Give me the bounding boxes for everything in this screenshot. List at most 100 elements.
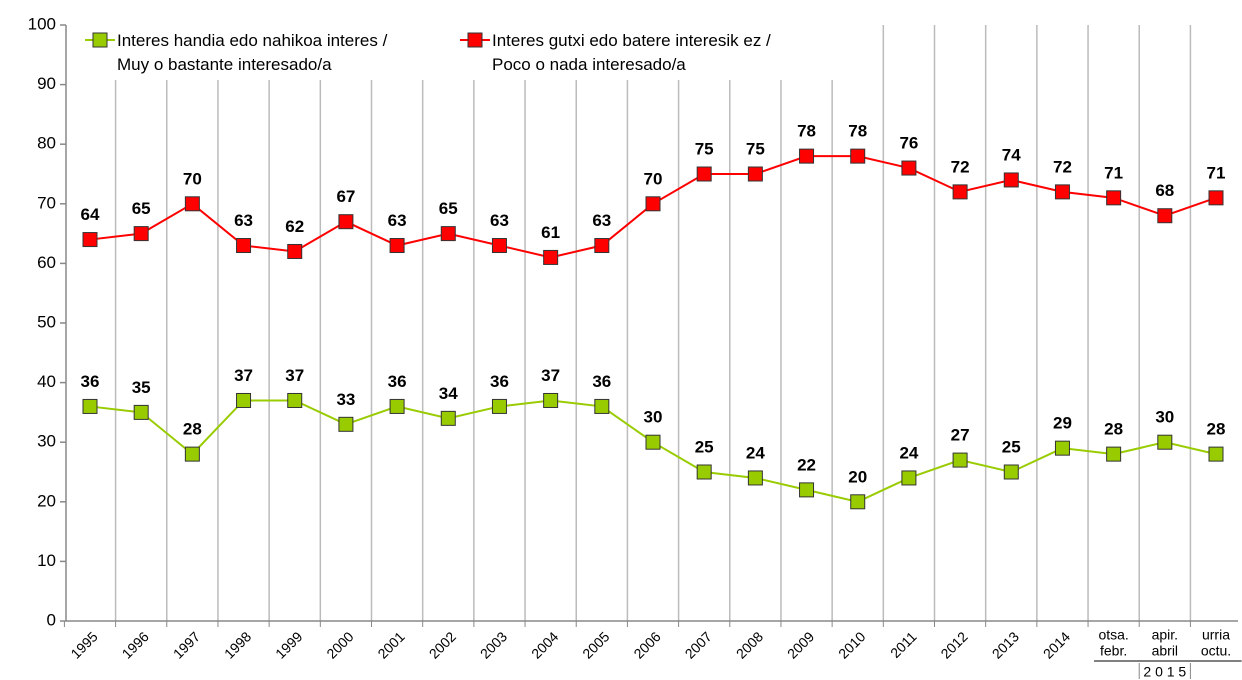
marker bbox=[799, 482, 815, 498]
data-label: 78 bbox=[848, 122, 867, 141]
x-tick-label: 2008 bbox=[733, 628, 766, 661]
y-tick-label: 0 bbox=[47, 610, 56, 629]
y-tick-label: 80 bbox=[37, 134, 56, 153]
marker bbox=[236, 238, 252, 254]
x-tick-label: 2012 bbox=[937, 628, 970, 661]
marker bbox=[645, 434, 661, 450]
marker bbox=[287, 243, 303, 259]
marker bbox=[491, 398, 507, 414]
marker bbox=[389, 238, 405, 254]
data-label: 34 bbox=[439, 384, 458, 403]
data-label: 70 bbox=[183, 169, 202, 188]
y-tick-label: 60 bbox=[37, 253, 56, 272]
marker bbox=[133, 404, 149, 420]
marker bbox=[799, 148, 815, 164]
data-label: 71 bbox=[1207, 163, 1226, 182]
data-label: 28 bbox=[183, 420, 202, 439]
x-tick-label: urria bbox=[1202, 627, 1230, 643]
x-tick-label: 2013 bbox=[989, 628, 1022, 661]
legend-marker bbox=[467, 32, 483, 48]
marker bbox=[543, 392, 559, 408]
y-tick-label: 40 bbox=[37, 372, 56, 391]
data-label: 75 bbox=[695, 139, 714, 158]
marker bbox=[338, 214, 354, 230]
marker bbox=[82, 232, 98, 248]
y-tick-label: 30 bbox=[37, 432, 56, 451]
data-label: 36 bbox=[592, 372, 611, 391]
marker bbox=[440, 226, 456, 242]
data-label: 75 bbox=[746, 139, 765, 158]
data-label: 36 bbox=[81, 372, 100, 391]
x-tick-label: 1998 bbox=[221, 628, 254, 661]
x-tick-label: 2010 bbox=[835, 628, 868, 661]
marker bbox=[696, 166, 712, 182]
data-label: 70 bbox=[644, 169, 663, 188]
marker bbox=[1106, 446, 1122, 462]
marker bbox=[1208, 190, 1224, 206]
marker bbox=[440, 410, 456, 426]
data-label: 37 bbox=[285, 366, 304, 385]
legend-label: Interes gutxi edo batere interesik ez / bbox=[492, 31, 771, 50]
data-label: 61 bbox=[541, 223, 560, 242]
data-label: 37 bbox=[541, 366, 560, 385]
x-tick-label: 2011 bbox=[887, 628, 920, 661]
marker bbox=[133, 226, 149, 242]
x-tick-label: 2003 bbox=[477, 628, 510, 661]
marker bbox=[236, 392, 252, 408]
marker bbox=[287, 392, 303, 408]
data-label: 22 bbox=[797, 455, 816, 474]
marker bbox=[901, 160, 917, 176]
data-label: 72 bbox=[951, 157, 970, 176]
data-label: 62 bbox=[285, 217, 304, 236]
marker bbox=[901, 470, 917, 486]
marker bbox=[594, 238, 610, 254]
data-label: 25 bbox=[1002, 437, 1021, 456]
marker bbox=[543, 249, 559, 265]
y-tick-label: 90 bbox=[37, 74, 56, 93]
x-tick-label: febr. bbox=[1100, 643, 1127, 659]
marker bbox=[645, 196, 661, 212]
marker bbox=[850, 494, 866, 510]
data-label: 67 bbox=[336, 187, 355, 206]
legend-label: Poco o nada interesado/a bbox=[492, 55, 686, 74]
marker bbox=[1157, 434, 1173, 450]
y-tick-label: 70 bbox=[37, 193, 56, 212]
y-tick-label: 50 bbox=[37, 312, 56, 331]
y-tick-label: 100 bbox=[28, 14, 56, 33]
data-label: 64 bbox=[81, 205, 100, 224]
marker bbox=[1157, 208, 1173, 224]
x-tick-label: otsa. bbox=[1098, 627, 1128, 643]
x-tick-label: 2000 bbox=[323, 628, 356, 661]
data-label: 24 bbox=[746, 443, 765, 462]
data-label: 20 bbox=[848, 467, 867, 486]
data-label: 76 bbox=[899, 134, 918, 153]
marker bbox=[747, 166, 763, 182]
data-label: 71 bbox=[1104, 163, 1123, 182]
marker bbox=[952, 184, 968, 200]
marker bbox=[850, 148, 866, 164]
data-label: 65 bbox=[132, 199, 151, 218]
x-tick-label: 2001 bbox=[374, 628, 407, 661]
marker bbox=[184, 196, 200, 212]
data-label: 78 bbox=[797, 122, 816, 141]
legend-label: Muy o bastante interesado/a bbox=[117, 55, 332, 74]
data-label: 28 bbox=[1104, 420, 1123, 439]
data-label: 74 bbox=[1002, 145, 1021, 164]
x-tick-label: 2004 bbox=[528, 628, 561, 661]
marker bbox=[389, 398, 405, 414]
marker bbox=[1054, 440, 1070, 456]
data-label: 25 bbox=[695, 437, 714, 456]
x-tick-label: 2009 bbox=[784, 628, 817, 661]
data-label: 33 bbox=[336, 390, 355, 409]
y-tick-label: 10 bbox=[37, 551, 56, 570]
marker bbox=[696, 464, 712, 480]
data-label: 29 bbox=[1053, 414, 1072, 433]
x-tick-label: 1997 bbox=[170, 628, 203, 661]
x-tick-label: 2006 bbox=[630, 628, 663, 661]
x-tick-label: 2005 bbox=[579, 628, 612, 661]
marker bbox=[184, 446, 200, 462]
x-tick-label: 1995 bbox=[67, 628, 100, 661]
data-label: 30 bbox=[1155, 408, 1174, 427]
data-label: 37 bbox=[234, 366, 253, 385]
x-tick-label: octu. bbox=[1201, 643, 1231, 659]
